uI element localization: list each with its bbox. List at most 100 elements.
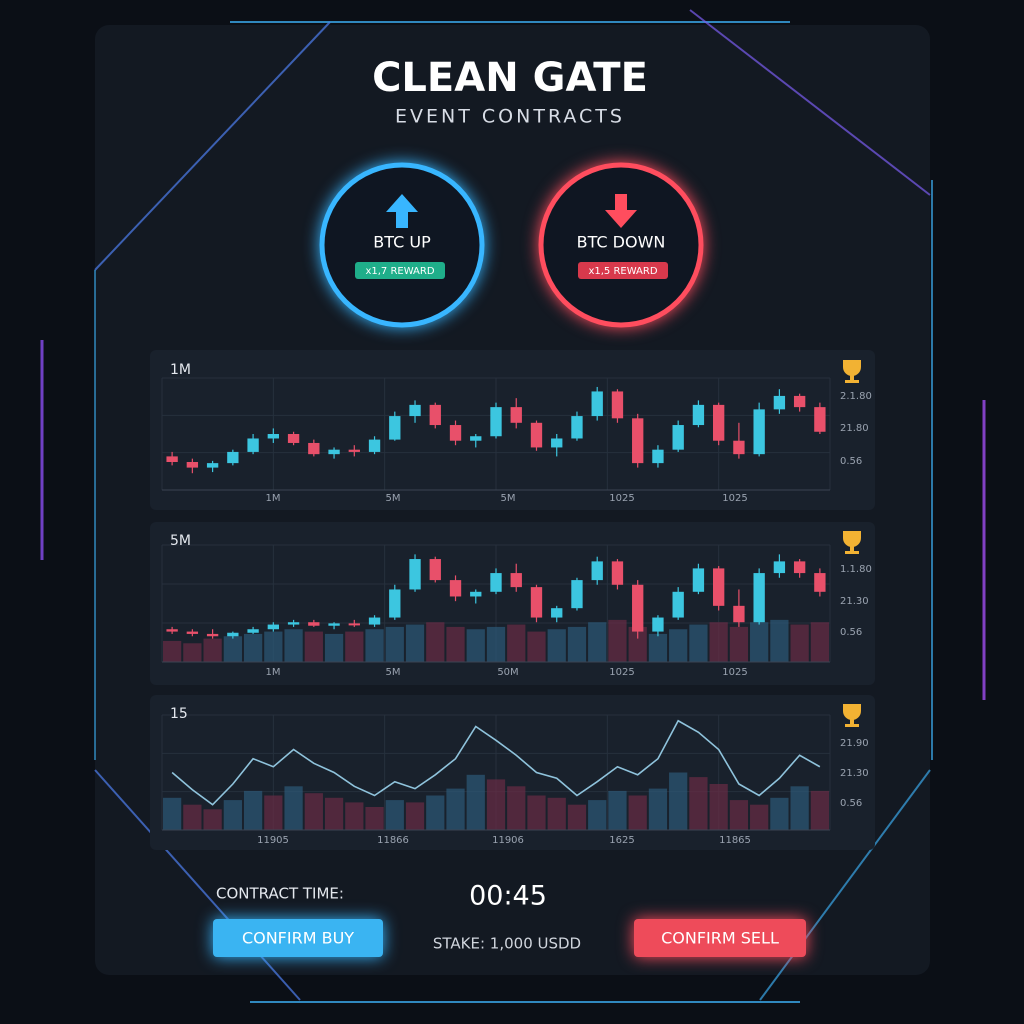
candle-body (632, 584, 644, 632)
candle-body (571, 580, 583, 609)
volume-bar (426, 795, 445, 830)
stake: STAKE: 1,000 USDD (433, 935, 581, 953)
volume-bar (750, 804, 769, 830)
candle-body (814, 573, 826, 592)
button-label: CONFIRM BUY (242, 929, 354, 948)
x-label: 11905 (257, 835, 289, 846)
option-up[interactable]: BTC UP x1,7 REWARD (319, 162, 485, 328)
button-bg (213, 919, 383, 957)
volume-bar (405, 802, 425, 830)
volume-bar (385, 626, 404, 662)
candle-body (652, 617, 664, 632)
y-label: 0.56 (840, 798, 862, 809)
x-label: 5M (386, 667, 401, 678)
candle-body (510, 407, 522, 423)
candle-body (348, 449, 360, 452)
candle-body (672, 591, 684, 618)
candle-body (449, 580, 462, 597)
candle-body (490, 573, 502, 592)
candle-body (611, 391, 624, 419)
volume-bar (426, 622, 445, 662)
volume-bar (345, 802, 364, 830)
candle-body (186, 462, 199, 468)
volume-bar (446, 626, 465, 662)
candle-body (287, 434, 300, 443)
candle-body (166, 629, 178, 632)
x-label: 1M (266, 667, 281, 678)
confirm-buy-button[interactable]: CONFIRM BUY (213, 919, 383, 957)
candle-body (186, 631, 199, 634)
candle-body (793, 395, 806, 408)
candle-body (429, 404, 441, 426)
y-label: 0.56 (840, 627, 862, 638)
candle-body (328, 449, 340, 455)
volume-bar (223, 636, 242, 662)
candle-body (571, 416, 583, 439)
candle-body (449, 425, 462, 441)
option-down[interactable]: BTC DOWN x1,5 REWARD (538, 162, 704, 328)
button-label: CONFIRM SELL (661, 929, 779, 948)
volume-bar (365, 629, 384, 662)
candle-body (389, 589, 401, 618)
volume-bar (628, 626, 647, 662)
candle-body (368, 439, 381, 452)
candle-body (247, 629, 259, 633)
volume-bar (203, 638, 222, 662)
trophy-icon (843, 704, 861, 727)
candle-body (551, 438, 563, 448)
candle-body (712, 568, 725, 606)
volume-bar (183, 643, 202, 662)
candle-body (733, 440, 745, 455)
option-ring (538, 162, 704, 328)
candle-body (712, 404, 725, 441)
volume-bar (304, 631, 323, 662)
volume-bar (810, 790, 829, 830)
candle-body (793, 561, 806, 574)
trophy-icon (843, 360, 861, 383)
candle-body (530, 587, 543, 618)
volume-bar (243, 790, 263, 830)
volume-bar (264, 631, 283, 662)
volume-bar (790, 624, 809, 662)
volume-bar (810, 622, 829, 662)
up-arrow (386, 194, 418, 228)
volume-bar (507, 624, 526, 662)
candle-body (409, 404, 421, 417)
volume-bar (628, 795, 647, 830)
candle-body (753, 409, 765, 455)
candle-body (267, 624, 280, 630)
reward-badge (578, 262, 668, 279)
volume-bar (385, 800, 404, 830)
panel-label: 1M (170, 362, 191, 378)
volume-bar (750, 622, 769, 662)
price-line (171, 719, 821, 806)
volume-bar (284, 629, 303, 662)
volume-bar (689, 777, 708, 830)
volume-bar (669, 629, 688, 662)
candle-body (470, 591, 482, 597)
candle-body (753, 573, 765, 623)
volume-bar (324, 797, 344, 830)
volume-bar (304, 793, 323, 830)
chart-panel: 5M 1.1.80 21.30 0.56 1M 5M 50M 1025 1025 (150, 522, 875, 685)
volume-bar (264, 795, 283, 830)
x-label: 1025 (722, 493, 747, 504)
candle-body (328, 623, 340, 626)
candle-body (632, 418, 644, 464)
candle-body (530, 422, 543, 448)
contract-time-label: CONTRACT TIME: (216, 885, 344, 903)
volume-bar (203, 809, 222, 830)
confirm-sell-button[interactable]: CONFIRM SELL (634, 919, 806, 957)
volume-bar (466, 629, 485, 662)
volume-bar (608, 619, 627, 662)
candle-body (348, 623, 360, 626)
volume-bar (588, 800, 607, 830)
candle-body (206, 463, 219, 468)
x-label: 1025 (609, 667, 634, 678)
volume-bar (324, 633, 344, 662)
subtitle: EVENT CONTRACTS (395, 106, 625, 128)
candle-body (308, 622, 320, 626)
candle-body (409, 559, 421, 590)
volume-bar (345, 631, 364, 662)
x-label: 1025 (609, 493, 634, 504)
